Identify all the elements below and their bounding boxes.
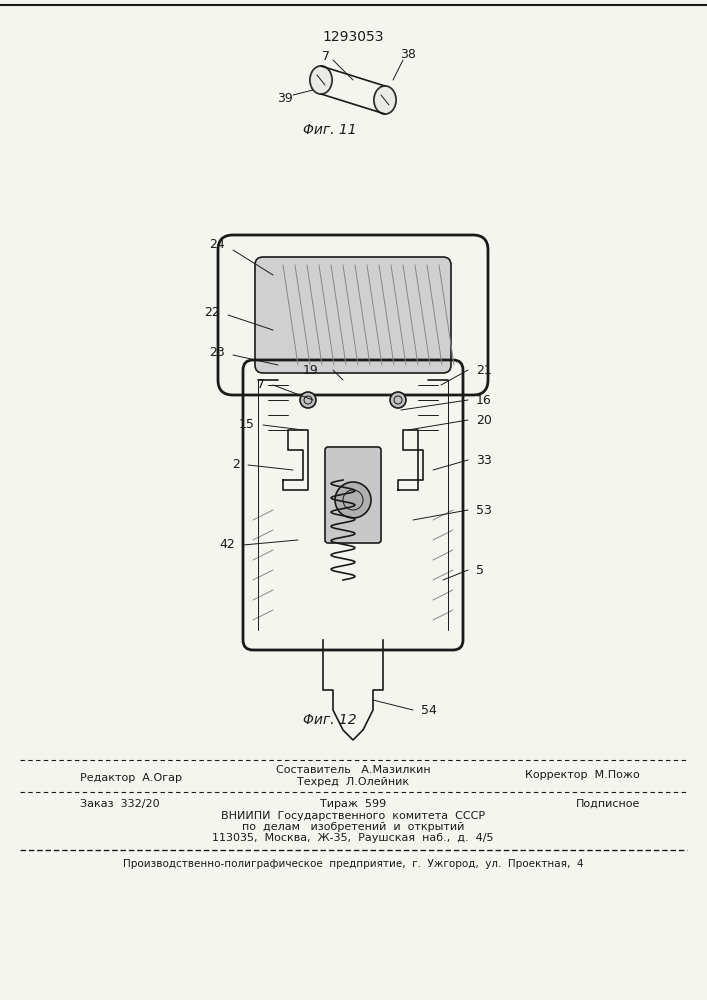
Text: ВНИИПИ  Государственного  комитета  СССР: ВНИИПИ Государственного комитета СССР [221,811,485,821]
Text: 1293053: 1293053 [322,30,384,44]
Text: 38: 38 [400,48,416,62]
Circle shape [390,392,406,408]
Text: по  делам   изобретений  и  открытий: по делам изобретений и открытий [242,822,464,832]
Text: 7: 7 [257,378,265,391]
Text: Редактор  А.Огар: Редактор А.Огар [80,773,182,783]
Text: Техред  Л.Олейник: Техред Л.Олейник [297,777,409,787]
Text: 19: 19 [303,363,318,376]
Text: Φиг. 11: Φиг. 11 [303,123,357,137]
Text: 24: 24 [209,238,225,251]
Circle shape [300,392,316,408]
Text: Составитель   А.Мазилкин: Составитель А.Мазилкин [276,765,431,775]
Text: 5: 5 [476,564,484,576]
Text: Заказ  332/20: Заказ 332/20 [80,799,160,809]
Text: 23: 23 [209,346,225,359]
Text: 39: 39 [277,92,293,104]
Text: 22: 22 [204,306,220,318]
Ellipse shape [374,86,396,114]
FancyBboxPatch shape [255,257,451,373]
Text: 113035,  Москва,  Ж-35,  Раушская  наб.,  д.  4/5: 113035, Москва, Ж-35, Раушская наб., д. … [212,833,493,843]
Text: 7: 7 [322,50,330,64]
Ellipse shape [310,66,332,94]
Text: 20: 20 [476,414,492,426]
Text: 53: 53 [476,504,492,516]
Text: Подписное: Подписное [575,799,640,809]
Circle shape [335,482,371,518]
Text: Тираж  599: Тираж 599 [320,799,386,809]
Text: Φиг. 12: Φиг. 12 [303,713,357,727]
Text: 42: 42 [219,538,235,552]
Text: 2: 2 [232,458,240,472]
Text: 15: 15 [239,418,255,432]
Text: 33: 33 [476,454,492,466]
Text: 16: 16 [476,393,492,406]
Text: 21: 21 [476,363,492,376]
Text: 54: 54 [421,704,437,716]
Text: Производственно-полиграфическое  предприятие,  г.  Ужгород,  ул.  Проектная,  4: Производственно-полиграфическое предприя… [123,859,583,869]
FancyBboxPatch shape [325,447,381,543]
Text: Корректор  М.Пожо: Корректор М.Пожо [525,770,640,780]
